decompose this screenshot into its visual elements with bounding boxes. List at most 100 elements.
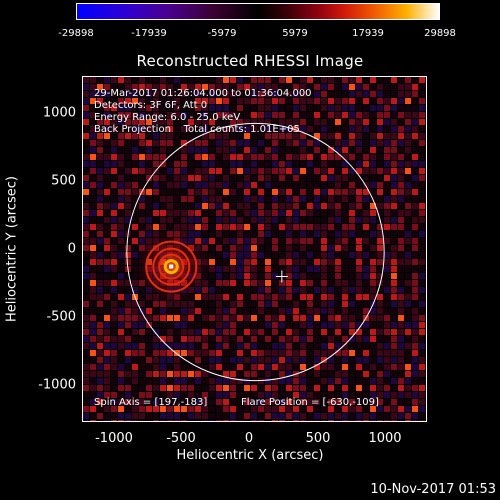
heatmap-cell: [209, 196, 215, 202]
heatmap-cell: [328, 259, 334, 265]
heatmap-cell: [349, 238, 355, 244]
heatmap-cell: [370, 399, 376, 405]
heatmap-cell: [412, 147, 418, 153]
heatmap-cell: [146, 168, 152, 174]
heatmap-cell: [321, 196, 327, 202]
heatmap-cell: [405, 364, 411, 370]
heatmap-cell: [293, 147, 299, 153]
heatmap-cell: [272, 231, 278, 237]
heatmap-cell: [146, 413, 152, 419]
heatmap-cell: [307, 91, 313, 97]
heatmap-cell: [328, 154, 334, 160]
heatmap-cell: [405, 126, 411, 132]
heatmap-cell: [286, 217, 292, 223]
heatmap-cell: [244, 98, 250, 104]
heatmap-cell: [202, 147, 208, 153]
heatmap-cell: [237, 273, 243, 279]
heatmap-cell: [160, 406, 166, 412]
heatmap-cell: [216, 287, 222, 293]
heatmap-cell: [230, 140, 236, 146]
heatmap-cell: [153, 189, 159, 195]
heatmap-cell: [174, 336, 180, 342]
heatmap-cell: [237, 329, 243, 335]
heatmap-cell: [132, 406, 138, 412]
heatmap-cell: [370, 217, 376, 223]
heatmap-cell: [398, 105, 404, 111]
heatmap-cell: [244, 336, 250, 342]
heatmap-cell: [132, 140, 138, 146]
heatmap-cell: [202, 350, 208, 356]
heatmap-cell: [328, 385, 334, 391]
heatmap-cell: [104, 189, 110, 195]
heatmap-cell: [209, 105, 215, 111]
heatmap-cell: [405, 280, 411, 286]
heatmap-cell: [118, 259, 124, 265]
heatmap-cell: [139, 140, 145, 146]
heatmap-cell: [321, 385, 327, 391]
heatmap-cell: [419, 280, 425, 286]
heatmap-cell: [426, 371, 427, 377]
heatmap-cell: [405, 231, 411, 237]
heatmap-cell: [412, 259, 418, 265]
heatmap-cell: [342, 91, 348, 97]
heatmap-cell: [104, 322, 110, 328]
heatmap-cell: [167, 161, 173, 167]
heatmap-cell: [97, 420, 103, 421]
heatmap-cell: [293, 280, 299, 286]
heatmap-cell: [419, 224, 425, 230]
heatmap-cell: [314, 343, 320, 349]
x-axis-label: Heliocentric X (arcsec): [176, 448, 324, 463]
heatmap-cell: [97, 231, 103, 237]
heatmap-cell: [90, 392, 96, 398]
heatmap-cell: [300, 105, 306, 111]
heatmap-cell: [314, 413, 320, 419]
heatmap-cell: [209, 364, 215, 370]
heatmap-cell: [160, 217, 166, 223]
heatmap-cell: [153, 308, 159, 314]
heatmap-cell: [342, 273, 348, 279]
heatmap-cell: [83, 336, 89, 342]
heatmap-cell: [349, 105, 355, 111]
heatmap-cell: [111, 238, 117, 244]
heatmap-cell: [104, 301, 110, 307]
heatmap-cell: [335, 343, 341, 349]
heatmap-cell: [139, 343, 145, 349]
heatmap-cell: [97, 357, 103, 363]
heatmap-cell: [286, 406, 292, 412]
heatmap-cell: [377, 357, 383, 363]
heatmap-cell: [293, 238, 299, 244]
heatmap-cell: [195, 126, 201, 132]
heatmap-cell: [251, 420, 257, 421]
spin-axis-label: Spin Axis = [197,-183]: [94, 397, 208, 408]
heatmap-cell: [307, 329, 313, 335]
heatmap-cell: [111, 420, 117, 421]
heatmap-cell: [153, 161, 159, 167]
heatmap-cell: [335, 280, 341, 286]
heatmap-cell: [321, 273, 327, 279]
heatmap-cell: [321, 175, 327, 181]
heatmap-cell: [349, 378, 355, 384]
heatmap-cell: [363, 91, 369, 97]
heatmap-cell: [153, 126, 159, 132]
heatmap-cell: [314, 210, 320, 216]
heatmap-cell: [342, 308, 348, 314]
heatmap-cell: [391, 252, 397, 258]
heatmap-cell: [83, 371, 89, 377]
heatmap-cell: [104, 287, 110, 293]
heatmap-cell: [314, 77, 320, 83]
heatmap-cell: [258, 413, 264, 419]
heatmap-cell: [384, 175, 390, 181]
heatmap-cell: [293, 287, 299, 293]
heatmap-cell: [405, 210, 411, 216]
heatmap-cell: [83, 357, 89, 363]
heatmap-cell: [328, 119, 334, 125]
heatmap-cell: [265, 147, 271, 153]
heatmap-cell: [244, 350, 250, 356]
heatmap-cell: [321, 280, 327, 286]
heatmap-cell: [307, 224, 313, 230]
heatmap-cell: [139, 161, 145, 167]
heatmap-cell: [174, 168, 180, 174]
heatmap-cell: [272, 385, 278, 391]
heatmap-cell: [426, 252, 427, 258]
heatmap-cell: [265, 294, 271, 300]
